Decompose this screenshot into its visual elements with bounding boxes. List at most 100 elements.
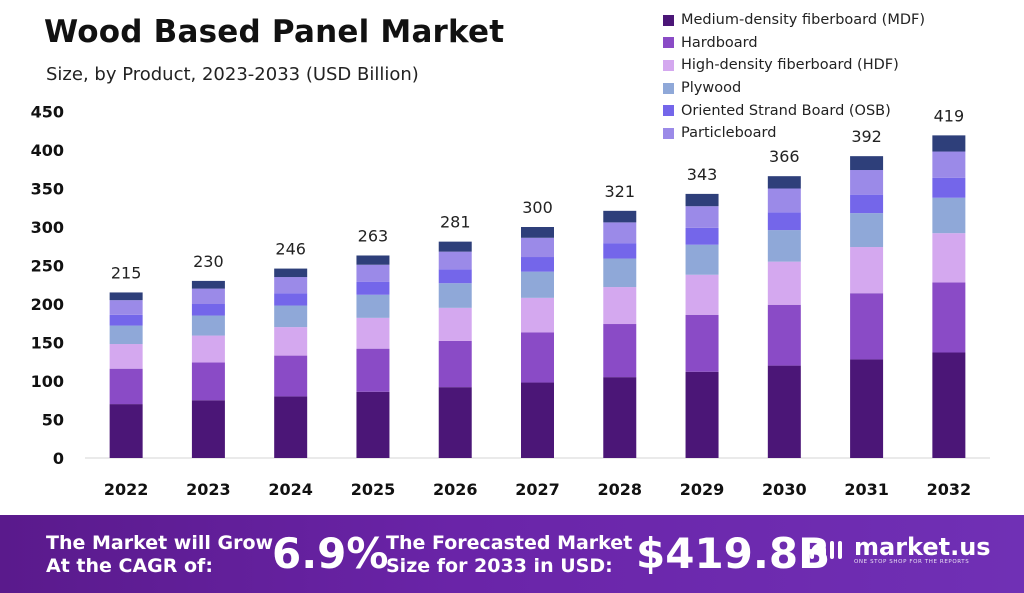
bar-segment bbox=[438, 251, 472, 270]
bar-segment bbox=[685, 371, 719, 458]
y-tick-label: 0 bbox=[53, 449, 64, 468]
chart-subtitle: Size, by Product, 2023-2033 (USD Billion… bbox=[46, 64, 419, 85]
bar-total-label: 321 bbox=[604, 182, 635, 201]
legend-label: Oriented Strand Board (OSB) bbox=[681, 102, 891, 119]
bar-segment bbox=[274, 293, 308, 306]
bar-segment bbox=[932, 352, 966, 458]
bar-segment bbox=[932, 197, 966, 234]
bar-segment bbox=[850, 213, 884, 248]
bar-segment bbox=[932, 135, 966, 152]
bar-segment bbox=[109, 325, 143, 345]
bar-segment bbox=[521, 332, 554, 383]
legend-item-mdf: Medium-density fiberboard (MDF) bbox=[663, 9, 925, 32]
legend-label: Plywood bbox=[681, 80, 742, 97]
legend: Medium-density fiberboard (MDF) Hardboar… bbox=[663, 9, 925, 145]
bar-segment bbox=[109, 300, 143, 315]
bar-segment bbox=[850, 359, 884, 458]
bar-segment bbox=[521, 382, 554, 458]
bar-segment bbox=[356, 294, 390, 318]
forecast-line1: The Forecasted Market bbox=[386, 532, 633, 554]
market-us-logo-icon bbox=[810, 541, 842, 559]
x-tick-label: 2027 bbox=[515, 480, 560, 499]
legend-swatch bbox=[663, 14, 674, 26]
bar-segment bbox=[109, 314, 143, 326]
bar-segment bbox=[191, 400, 225, 458]
bar-segment bbox=[274, 396, 308, 458]
bar-segment bbox=[191, 288, 225, 304]
bar-segment bbox=[521, 297, 554, 333]
bar-segment bbox=[191, 304, 225, 316]
bar-segment bbox=[767, 230, 801, 262]
bar-segment bbox=[521, 257, 554, 272]
bar-total-label: 419 bbox=[934, 106, 965, 125]
bar-segment bbox=[274, 355, 308, 397]
bar-segment bbox=[932, 233, 966, 283]
legend-item-plywood: Plywood bbox=[663, 77, 925, 100]
bar-segment bbox=[685, 227, 719, 245]
y-tick-label: 250 bbox=[31, 257, 64, 276]
x-tick-label: 2030 bbox=[762, 480, 807, 499]
bar-segment bbox=[603, 222, 637, 244]
bar-segment bbox=[603, 258, 637, 288]
bar-segment bbox=[191, 335, 225, 363]
forecast-line2: Size for 2033 in USD: bbox=[386, 555, 613, 577]
bar-segment bbox=[932, 177, 966, 198]
y-tick-label: 100 bbox=[31, 372, 64, 391]
forecast-value: $419.8B bbox=[636, 529, 831, 578]
legend-swatch bbox=[663, 82, 674, 94]
y-tick-label: 50 bbox=[42, 411, 64, 430]
bar-segment bbox=[685, 206, 719, 228]
bar-segment bbox=[109, 404, 143, 458]
legend-item-particleboard: Particleboard bbox=[663, 122, 925, 145]
legend-label: Particleboard bbox=[681, 125, 777, 142]
bar-segment bbox=[767, 261, 801, 305]
bar-segment bbox=[109, 344, 143, 369]
brand-tagline: ONE STOP SHOP FOR THE REPORTS bbox=[854, 559, 970, 565]
bar-segment bbox=[685, 193, 719, 207]
bar-segment bbox=[191, 315, 225, 336]
x-tick-label: 2024 bbox=[268, 480, 313, 499]
cagr-line1: The Market will Grow bbox=[46, 532, 274, 554]
bar-segment bbox=[767, 188, 801, 213]
bar-segment bbox=[603, 287, 637, 325]
bar-segment bbox=[109, 368, 143, 405]
bar-total-label: 366 bbox=[769, 147, 800, 166]
bar-segment bbox=[356, 317, 390, 349]
bar-total-label: 392 bbox=[851, 127, 882, 146]
bar-segment bbox=[767, 304, 801, 366]
bar-segment bbox=[685, 274, 719, 315]
legend-label: Hardboard bbox=[681, 34, 758, 51]
bar-segment bbox=[274, 305, 308, 328]
stacked-bar-chart: 0 50 100 150 200 250 300 350 400 450 215 2022 230 202… bbox=[31, 103, 990, 499]
legend-swatch bbox=[663, 59, 674, 71]
bar-segment bbox=[191, 280, 225, 289]
bar-segment bbox=[850, 247, 884, 294]
legend-item-hdf: High-density fiberboard (HDF) bbox=[663, 54, 925, 77]
bar-segment bbox=[603, 210, 637, 223]
legend-swatch bbox=[663, 37, 674, 49]
bar-segment bbox=[438, 340, 472, 388]
brand-name: market.us bbox=[854, 533, 991, 561]
bar-total-label: 263 bbox=[358, 226, 389, 245]
cagr-line2: At the CAGR of: bbox=[46, 555, 213, 577]
x-tick-label: 2026 bbox=[433, 480, 478, 499]
footer-banner: The Market will Grow At the CAGR of: 6.9… bbox=[0, 515, 1024, 593]
y-tick-label: 400 bbox=[31, 141, 64, 160]
x-tick-label: 2023 bbox=[186, 480, 231, 499]
bar-segment bbox=[603, 324, 637, 378]
bar-total-label: 246 bbox=[275, 240, 306, 259]
bar-segment bbox=[521, 237, 554, 258]
bar-total-label: 215 bbox=[111, 263, 142, 282]
bar-segment bbox=[685, 244, 719, 275]
bar-total-label: 300 bbox=[522, 198, 553, 217]
bar-segment bbox=[850, 293, 884, 360]
bar-total-label: 230 bbox=[193, 252, 224, 271]
bar-segment bbox=[274, 327, 308, 356]
bar-segment bbox=[850, 194, 884, 214]
x-tick-label: 2022 bbox=[104, 480, 149, 499]
bar-segment bbox=[356, 391, 390, 458]
bar-segment bbox=[356, 264, 390, 282]
bar-segment bbox=[438, 269, 472, 284]
brand-logo[interactable]: market.us ONE STOP SHOP FOR THE REPORTS bbox=[808, 535, 991, 565]
bar-segment bbox=[438, 283, 472, 308]
